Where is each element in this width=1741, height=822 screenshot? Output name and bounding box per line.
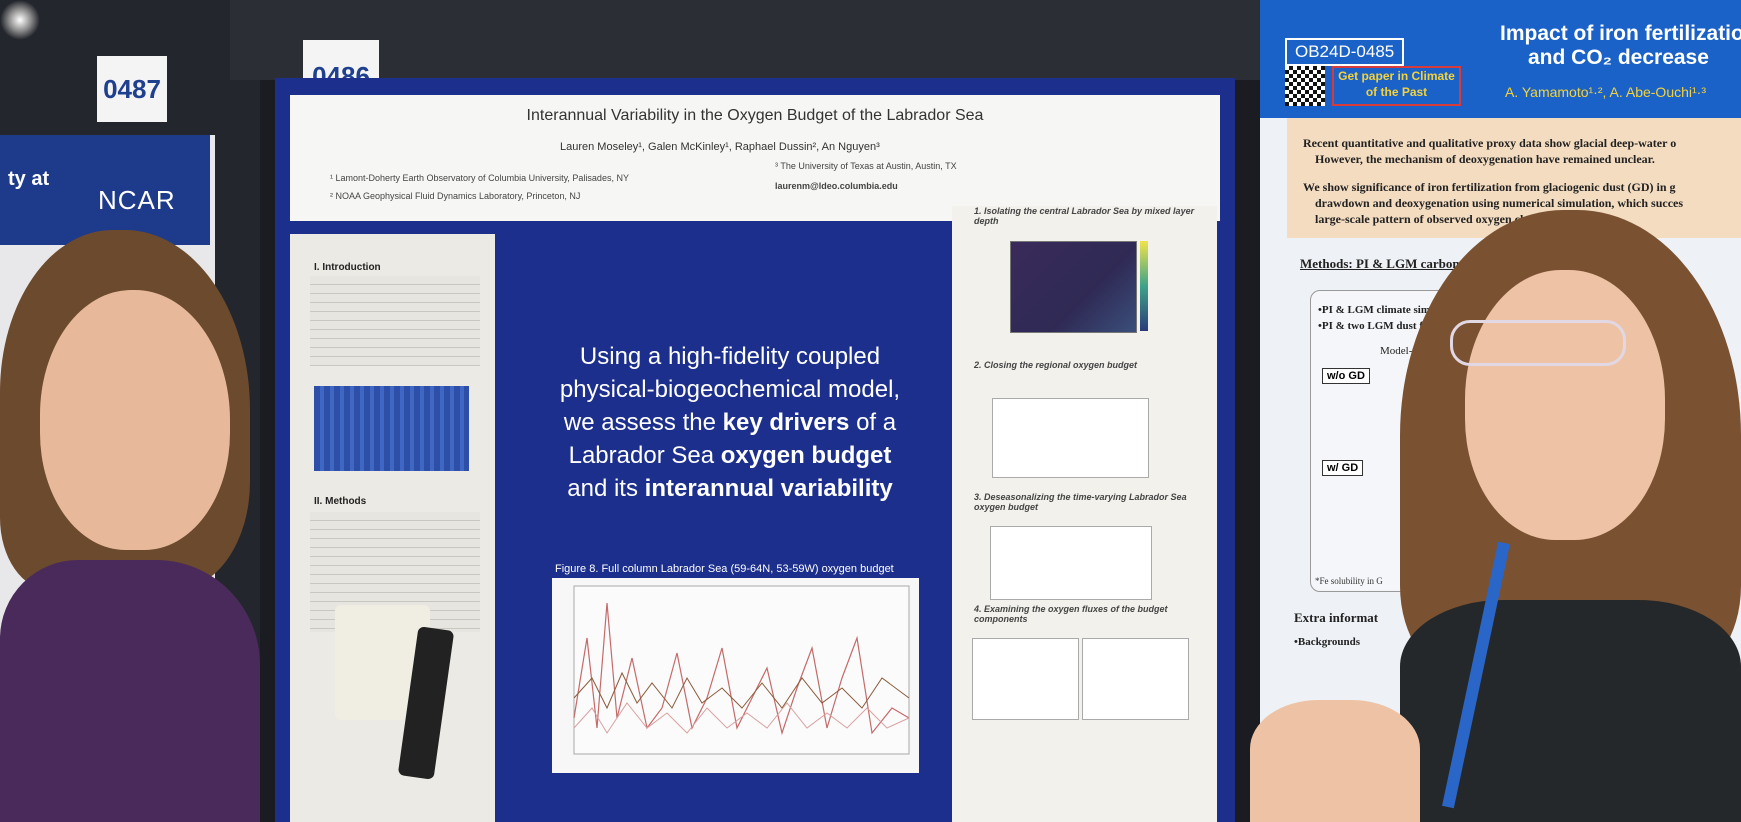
get-paper-link: Get paper in Climate of the Past xyxy=(1332,66,1461,106)
hands-right xyxy=(1250,700,1420,822)
summary-bullet-2b: drawdown and deoxygenation using numeric… xyxy=(1315,196,1684,210)
person-left xyxy=(0,230,455,822)
qr-code xyxy=(1285,66,1325,106)
poster-key-message: Using a high-fidelity coupled physical-b… xyxy=(520,340,940,505)
summary-bullet-1b: However, the mechanism of deoxygenation … xyxy=(1315,152,1655,166)
left-poster-text: ty at xyxy=(8,168,50,190)
person-left-shirt xyxy=(0,560,260,822)
methods-heading: II. Methods xyxy=(314,496,367,507)
oxygen-budget-figure xyxy=(552,578,919,773)
step-4-heading: 4. Examining the oxygen fluxes of the bu… xyxy=(974,604,1168,624)
right-poster-code: OB24D-0485 xyxy=(1285,38,1405,66)
right-poster-banner: OB24D-0485 Get paper in Climate of the P… xyxy=(1260,0,1741,118)
step-1-heading: 1. Isolating the central Labrador Sea by… xyxy=(974,206,1195,226)
extra-info-heading: Extra informat xyxy=(1294,610,1379,625)
fe-note: *Fe solubility in G xyxy=(1315,576,1383,586)
person-left-face xyxy=(40,290,230,550)
person-right xyxy=(1400,210,1741,822)
poster-title: Interannual Variability in the Oxygen Bu… xyxy=(526,107,984,124)
closing-budget-plot xyxy=(992,398,1149,478)
message-line-5: and its interannual variability xyxy=(520,472,940,505)
person-right-face xyxy=(1465,270,1665,540)
line3-part-c: of a xyxy=(849,409,897,436)
summary-bullet-2c: large-scale pattern of observed oxygen c… xyxy=(1315,212,1546,226)
methods-line-1: •PI & LGM climate simu xyxy=(1318,304,1437,316)
right-poster-title-1: Impact of iron fertilizatio xyxy=(1500,22,1741,45)
message-line-3: we assess the key drivers of a xyxy=(520,406,940,439)
affiliation-1: ¹ Lamont-Doherty Earth Observatory of Co… xyxy=(330,173,629,183)
right-poster-authors: A. Yamamoto¹·², A. Abe-Ouchi¹·³ xyxy=(1505,84,1706,100)
methods-heading-right: Methods: PI & LGM carbon c xyxy=(1300,256,1469,271)
ncar-logo: NCAR xyxy=(98,185,176,215)
glasses xyxy=(1450,320,1626,366)
affiliation-2: ² NOAA Geophysical Fluid Dynamics Labora… xyxy=(330,191,581,201)
right-poster-summary: Recent quantitative and qualitative prox… xyxy=(1287,118,1741,238)
message-line-4: Labrador Sea oxygen budget xyxy=(520,439,940,472)
poster-number-0487: 0487 xyxy=(97,56,167,122)
left-poster-banner xyxy=(0,135,210,245)
poster-header: Interannual Variability in the Oxygen Bu… xyxy=(290,95,1220,221)
poster-authors: Lauren Moseley¹, Galen McKinley¹, Raphae… xyxy=(560,141,880,153)
intro-text-block xyxy=(310,276,480,366)
figure-caption: Figure 8. Full column Labrador Sea (59-6… xyxy=(555,563,894,575)
summary-bullet-2: We show significance of iron fertilizati… xyxy=(1303,180,1676,194)
oxygen-budget-plot xyxy=(573,585,910,755)
poster-left-column: I. Introduction II. Methods xyxy=(290,234,495,822)
mld-map xyxy=(1010,241,1137,333)
intro-heading: I. Introduction xyxy=(314,262,381,273)
step-3-heading: 3. Deseasonalizing the time-varying Labr… xyxy=(974,492,1187,512)
line3-part-a: we assess the xyxy=(563,409,723,436)
line4-bold: oxygen budget xyxy=(720,442,892,469)
mld-colorbar xyxy=(1140,241,1148,331)
summary-bullet-1: Recent quantitative and qualitative prox… xyxy=(1303,136,1677,150)
message-line-1: Using a high-fidelity coupled xyxy=(579,343,881,370)
line4-part-a: Labrador Sea xyxy=(568,442,721,469)
right-poster-title-2: and CO₂ decrease xyxy=(1528,46,1709,69)
poster-right-column: 1. Isolating the central Labrador Sea by… xyxy=(952,206,1217,822)
message-line-2: physical-biogeochemical model, xyxy=(559,376,901,403)
methods-line-2: •PI & two LGM dust flux xyxy=(1318,320,1438,332)
flux-plot-right xyxy=(1082,638,1189,720)
backgrounds-label: •Backgrounds xyxy=(1294,636,1361,648)
line5-bold: interannual variability xyxy=(644,475,893,502)
step-2-heading: 2. Closing the regional oxygen budget xyxy=(974,360,1138,370)
flux-line-pink xyxy=(573,702,910,734)
intro-figure xyxy=(314,386,469,471)
line5-part-a: and its xyxy=(567,475,645,502)
w-gd-label: w/ GD xyxy=(1322,460,1364,476)
author-email: laurenm@ldeo.columbia.edu xyxy=(775,181,898,191)
deseasonalized-plot xyxy=(990,526,1152,600)
wo-gd-label: w/o GD xyxy=(1322,368,1370,384)
flux-line-red xyxy=(573,602,910,736)
affiliation-3: ³ The University of Texas at Austin, Aus… xyxy=(775,161,957,171)
ceiling-light xyxy=(0,0,40,40)
flux-line-brown xyxy=(573,671,910,710)
flux-plot-left xyxy=(972,638,1079,720)
booth-wall-mid xyxy=(230,0,1270,80)
line3-bold: key drivers xyxy=(722,409,850,436)
